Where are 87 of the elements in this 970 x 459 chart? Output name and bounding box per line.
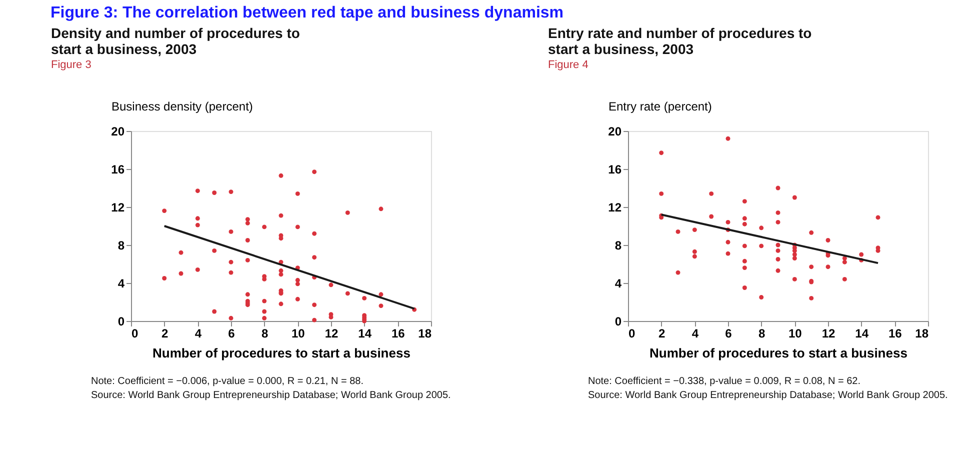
point (742, 266, 747, 270)
point (742, 199, 747, 204)
y-tick-label: 0 (118, 314, 125, 328)
point (676, 229, 680, 234)
y-tick-label: 8 (614, 238, 622, 252)
chart-title: Entry rate and number of procedures to start a business, 2003 (548, 25, 812, 57)
x-axis-title: Number of procedures to start a business (152, 346, 410, 360)
point (842, 260, 847, 264)
point (842, 276, 847, 282)
point (659, 191, 664, 196)
point (826, 238, 830, 242)
point (776, 242, 780, 248)
point (759, 226, 764, 230)
point (659, 150, 664, 156)
point (859, 252, 864, 257)
x-tick-label: 16 (888, 326, 902, 340)
x-tick-label: 16 (391, 326, 406, 340)
point (792, 276, 797, 282)
x-tick-label: 18 (418, 326, 432, 340)
x-tick-label: 12 (822, 326, 836, 340)
chart-subtitle: Figure 4 (548, 59, 588, 71)
x-tick-label: 10 (788, 326, 802, 340)
point (826, 264, 830, 270)
point (726, 251, 730, 256)
point (759, 295, 764, 300)
x-tick-label: 18 (915, 326, 929, 340)
point (742, 244, 747, 248)
y-tick-label: 8 (118, 238, 125, 252)
point (726, 136, 730, 141)
y-axis-title: Business density (percent) (112, 100, 253, 114)
y-tick-label: 16 (608, 162, 622, 176)
point (792, 195, 797, 200)
x-tick-label: 6 (725, 326, 732, 340)
source-note: Source: World Bank Group Entrepreneurship Database; World Bank Group 2005. (588, 390, 948, 401)
y-tick-label: 4 (118, 276, 125, 290)
point (809, 264, 814, 270)
x-tick-label: 2 (161, 326, 168, 340)
x-tick-label: 4 (194, 326, 202, 340)
point (792, 256, 797, 261)
y-tick-label: 20 (111, 124, 125, 138)
x-tick-label: 10 (291, 326, 306, 340)
x-tick-label: 8 (758, 326, 766, 340)
y-tick-label: 20 (608, 124, 622, 138)
point (676, 270, 680, 275)
x-tick-label: 14 (358, 326, 372, 340)
point (776, 210, 780, 215)
x-tick-label: 4 (692, 326, 699, 340)
point (692, 254, 697, 259)
y-axis-title: Entry rate (percent) (608, 100, 712, 114)
point (692, 249, 697, 254)
point (809, 230, 814, 235)
y-tick-label: 12 (111, 200, 125, 214)
y-tick-label: 0 (614, 314, 622, 328)
point (742, 216, 747, 221)
point (776, 220, 780, 224)
source-note: Source: World Bank Group Entrepreneurship Database; World Bank Group 2005. (91, 390, 451, 401)
x-tick-label: 12 (324, 326, 338, 340)
y-tick-label: 16 (111, 162, 125, 176)
point (726, 240, 730, 244)
x-tick-label: 0 (628, 326, 636, 340)
point (742, 286, 747, 290)
point (692, 228, 697, 232)
caption: Figure 3: The correlation between red tape and business dynamism (50, 4, 564, 22)
point (709, 191, 714, 196)
point (709, 214, 714, 219)
point (759, 244, 764, 248)
point (742, 222, 747, 226)
text: Note: Coefficient = −0.338, p-value = 0.009, R = 0.08, N = 62. (588, 376, 860, 387)
y-tick-label: 12 (608, 200, 622, 214)
x-tick-label: 14 (855, 326, 869, 340)
chart-subtitle: Figure 3 (51, 59, 92, 71)
point (776, 257, 780, 262)
point (726, 220, 730, 224)
x-tick-label: 2 (658, 326, 666, 340)
y-tick-label: 4 (614, 276, 622, 290)
x-tick-label: 0 (132, 326, 138, 340)
chart-title: Density and number of procedures to start a business, 2003 (51, 25, 300, 57)
point (809, 296, 814, 300)
point (776, 248, 780, 253)
point (776, 268, 780, 273)
x-tick-label: 8 (261, 326, 268, 340)
point (876, 215, 880, 220)
point (776, 186, 780, 190)
x-axis-title: Number of procedures to start a business (650, 346, 908, 360)
text: Note: Coefficient = −0.006, p-value = 0.000, R = 0.21, N = 88. (91, 376, 364, 387)
point (742, 258, 747, 264)
x-tick-label: 6 (228, 326, 236, 340)
